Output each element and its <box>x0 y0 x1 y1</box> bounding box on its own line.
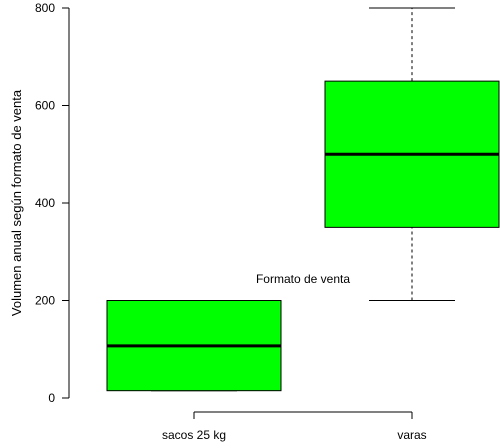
y-ticks: 0 200 400 600 800 <box>35 1 69 405</box>
x-tick-label: varas <box>397 428 426 442</box>
y-tick-label: 800 <box>35 1 55 15</box>
y-tick-label: 200 <box>35 294 55 308</box>
y-tick-label: 600 <box>35 99 55 113</box>
y-axis: 0 200 400 600 800 <box>35 1 70 405</box>
x-ticks: sacos 25 kg varas <box>162 412 427 442</box>
x-axis: sacos 25 kg varas <box>162 411 427 442</box>
box-2 <box>324 7 500 301</box>
box-1 <box>106 300 282 392</box>
y-tick-label: 0 <box>48 391 55 405</box>
y-tick-label: 400 <box>35 196 55 210</box>
boxes <box>106 7 500 392</box>
chart-annotation: Formato de venta <box>256 272 350 286</box>
x-tick-label: sacos 25 kg <box>162 428 226 442</box>
y-axis-title: Volumen anual según formato de venta <box>9 89 24 316</box>
